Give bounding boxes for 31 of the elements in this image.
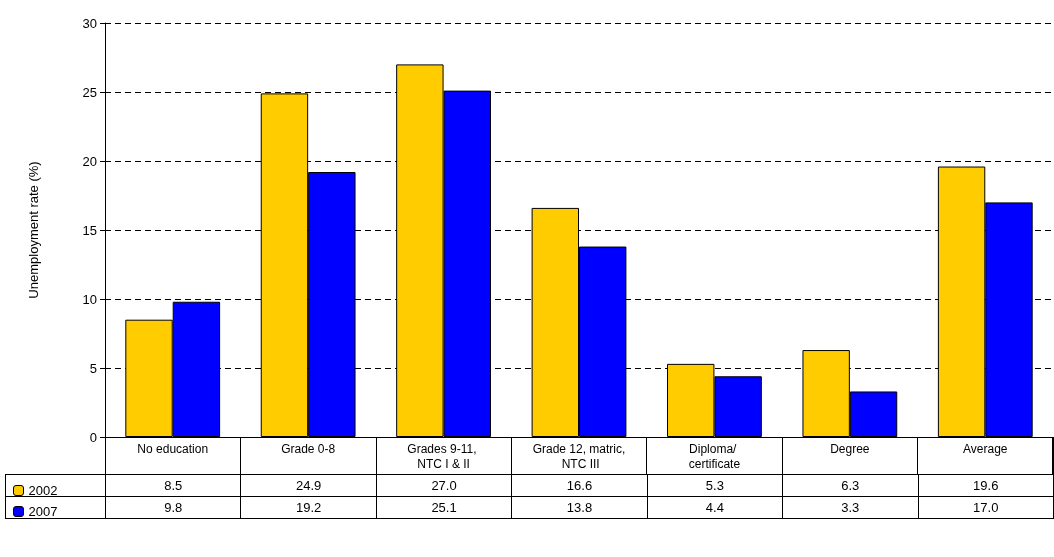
data-label: 16.6 [511,474,648,497]
data-label: 19.6 [918,474,1054,497]
x-tick-label: Grade 12, matric, NTC III [532,441,626,471]
legend-label: 2007 [28,504,58,519]
y-tick-label: 25 [82,84,97,100]
y-tick-label: 5 [89,360,97,376]
data-label: 8.5 [105,474,241,497]
x-tick-label: Grades 9-11, NTC I & II [407,441,480,471]
x-tick-label: Degree [830,441,870,456]
data-label: 9.8 [105,496,241,519]
y-tick-label: 10 [82,291,97,307]
data-label: 4.4 [647,496,783,519]
y-axis-title: Unemployment rate (%) [26,161,41,299]
data-label: 5.3 [647,474,783,497]
y-tick-label: 15 [82,222,97,238]
data-label: 25.1 [376,496,512,519]
data-label: 19.2 [240,496,377,519]
data-label: 3.3 [782,496,919,519]
x-tick-label: Grade 0-8 [281,441,336,456]
y-tick-label: 0 [89,429,97,445]
x-tick-label: No education [137,441,209,456]
y-tick-label: 20 [82,153,97,169]
x-tick-label: Average [963,441,1008,456]
data-label: 6.3 [782,474,919,497]
x-tick-label: Diploma/ certificate [688,441,741,471]
y-tick-label: 30 [82,15,97,31]
data-label: 27.0 [376,474,512,497]
legend-label: 2002 [28,483,58,498]
data-label: 13.8 [511,496,648,519]
data-label: 24.9 [240,474,377,497]
data-label: 17.0 [918,496,1054,519]
